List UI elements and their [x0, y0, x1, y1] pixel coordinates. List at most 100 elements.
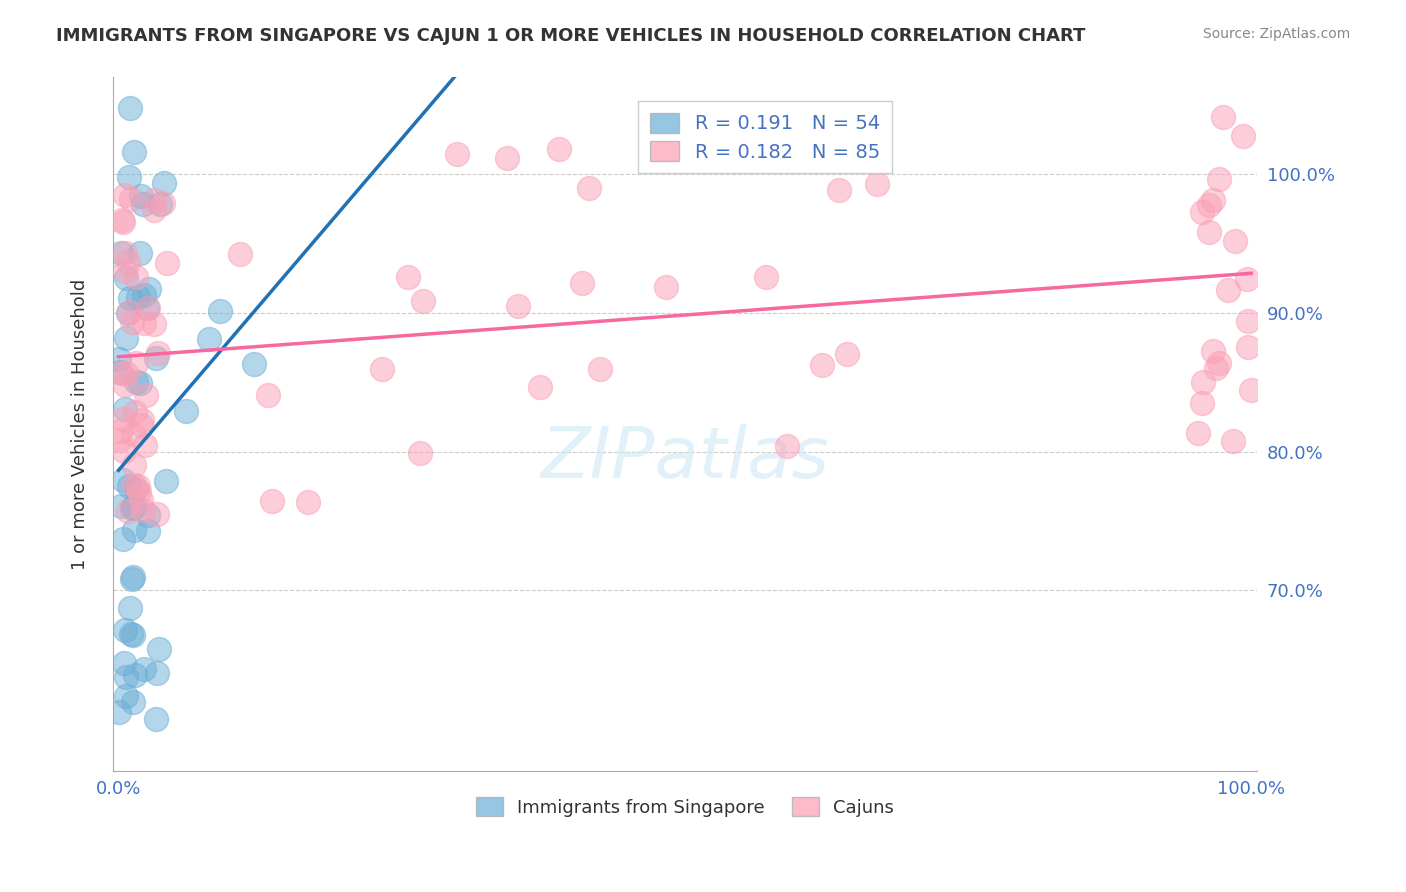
Point	[107, 706, 129, 720]
Point	[120, 192, 142, 206]
Point	[229, 247, 252, 261]
Point	[782, 153, 804, 167]
Point	[589, 361, 612, 376]
Point	[114, 378, 136, 392]
Point	[124, 405, 146, 419]
Point	[548, 142, 571, 156]
Point	[115, 270, 138, 285]
Point	[446, 147, 468, 161]
Point	[1237, 314, 1260, 328]
Point	[124, 523, 146, 537]
Point	[108, 365, 131, 379]
Point	[1222, 434, 1244, 448]
Point	[571, 276, 593, 290]
Point	[136, 508, 159, 522]
Point	[1202, 344, 1225, 359]
Point	[124, 458, 146, 472]
Point	[132, 662, 155, 676]
Point	[114, 401, 136, 416]
Point	[129, 245, 152, 260]
Point	[114, 264, 136, 278]
Point	[1240, 384, 1263, 398]
Point	[132, 197, 155, 211]
Point	[396, 269, 419, 284]
Point	[138, 282, 160, 296]
Point	[121, 315, 143, 329]
Point	[118, 305, 141, 319]
Point	[1198, 225, 1220, 239]
Point	[117, 306, 139, 320]
Legend: Immigrants from Singapore, Cajuns: Immigrants from Singapore, Cajuns	[468, 790, 901, 824]
Point	[495, 151, 517, 165]
Point	[176, 403, 198, 417]
Point	[128, 376, 150, 391]
Point	[108, 424, 131, 438]
Point	[149, 196, 172, 211]
Point	[110, 366, 132, 380]
Point	[578, 180, 600, 194]
Point	[143, 203, 166, 218]
Y-axis label: 1 or more Vehicles in Household: 1 or more Vehicles in Household	[72, 278, 89, 570]
Point	[755, 269, 778, 284]
Point	[117, 255, 139, 269]
Point	[120, 291, 142, 305]
Point	[262, 494, 284, 508]
Point	[131, 493, 153, 508]
Point	[148, 346, 170, 360]
Point	[122, 695, 145, 709]
Point	[125, 356, 148, 370]
Point	[128, 290, 150, 304]
Point	[129, 417, 152, 432]
Point	[118, 479, 141, 493]
Point	[412, 294, 434, 309]
Point	[866, 178, 889, 192]
Text: Source: ZipAtlas.com: Source: ZipAtlas.com	[1202, 27, 1350, 41]
Point	[115, 331, 138, 345]
Point	[529, 380, 551, 394]
Point	[112, 443, 135, 458]
Point	[107, 351, 129, 366]
Point	[121, 501, 143, 516]
Point	[134, 438, 156, 452]
Point	[111, 532, 134, 546]
Point	[409, 446, 432, 460]
Point	[120, 626, 142, 640]
Point	[506, 299, 529, 313]
Text: IMMIGRANTS FROM SINGAPORE VS CAJUN 1 OR MORE VEHICLES IN HOUSEHOLD CORRELATION C: IMMIGRANTS FROM SINGAPORE VS CAJUN 1 OR …	[56, 27, 1085, 45]
Point	[143, 193, 166, 207]
Point	[124, 668, 146, 682]
Point	[1216, 283, 1239, 297]
Point	[145, 351, 167, 366]
Point	[111, 215, 134, 229]
Point	[114, 188, 136, 202]
Point	[117, 504, 139, 518]
Point	[110, 499, 132, 513]
Point	[371, 362, 394, 376]
Point	[108, 433, 131, 447]
Point	[1208, 172, 1230, 186]
Point	[125, 270, 148, 285]
Point	[828, 183, 851, 197]
Point	[128, 485, 150, 500]
Point	[114, 690, 136, 704]
Point	[129, 189, 152, 203]
Point	[122, 427, 145, 442]
Point	[135, 388, 157, 402]
Point	[155, 474, 177, 488]
Point	[243, 357, 266, 371]
Point	[1202, 193, 1225, 207]
Point	[1187, 425, 1209, 440]
Point	[1237, 339, 1260, 353]
Point	[152, 196, 174, 211]
Point	[127, 478, 149, 492]
Point	[297, 495, 319, 509]
Point	[257, 388, 280, 402]
Point	[122, 478, 145, 492]
Point	[125, 482, 148, 496]
Point	[131, 413, 153, 427]
Point	[148, 641, 170, 656]
Point	[1212, 110, 1234, 124]
Point	[111, 213, 134, 227]
Point	[114, 670, 136, 684]
Point	[810, 359, 832, 373]
